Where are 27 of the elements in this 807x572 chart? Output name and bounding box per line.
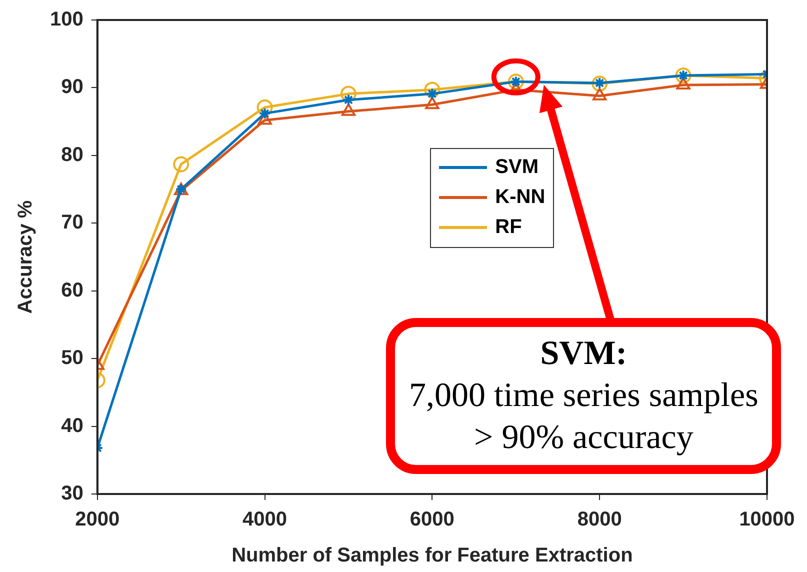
x-tick-label: 10000 xyxy=(739,508,795,531)
y-tick-label: 60 xyxy=(61,279,84,302)
legend-label: SVM xyxy=(495,156,539,180)
y-tick-label: 80 xyxy=(61,144,84,166)
point xyxy=(256,99,273,116)
x-tick-label: 6000 xyxy=(410,508,454,531)
x-tick-label: 4000 xyxy=(242,508,288,531)
point xyxy=(424,82,440,98)
y-tick-label: 100 xyxy=(50,8,84,31)
point xyxy=(340,86,356,102)
x-tick-label: 8000 xyxy=(577,508,622,531)
y-tick-label: 70 xyxy=(61,212,84,234)
y-axis-title: Accuracy % xyxy=(14,200,37,314)
y-tick-label: 30 xyxy=(61,482,84,505)
x-tick-label: 2000 xyxy=(75,508,120,531)
y-tick-label: 50 xyxy=(61,347,84,370)
point xyxy=(173,156,190,172)
annotation: SVM: 7,000 time series samples > 90% accuracy xyxy=(409,334,758,458)
y-tick-label: 40 xyxy=(61,414,84,437)
point xyxy=(592,88,607,100)
legend-label: K-NN xyxy=(495,186,546,210)
point xyxy=(676,77,690,90)
x-axis-title: Number of Samples for Feature Extraction xyxy=(232,544,633,567)
point xyxy=(592,76,608,92)
point xyxy=(425,96,440,110)
legend-label: RF xyxy=(495,216,522,240)
y-tick-label: 90 xyxy=(61,76,84,98)
